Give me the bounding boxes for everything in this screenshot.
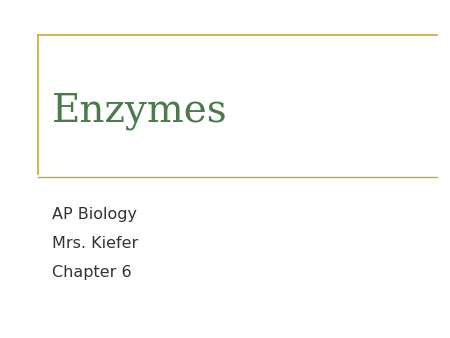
Text: AP Biology: AP Biology [52,207,137,222]
Text: Enzymes: Enzymes [52,93,227,130]
Text: Chapter 6: Chapter 6 [52,265,131,280]
Text: Mrs. Kiefer: Mrs. Kiefer [52,236,138,251]
